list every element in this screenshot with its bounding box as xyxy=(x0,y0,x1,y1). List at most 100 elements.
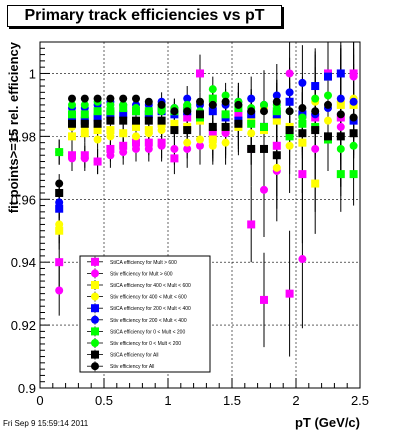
data-point-circle xyxy=(132,144,140,153)
data-point-square xyxy=(55,204,64,213)
data-point-square xyxy=(55,226,64,235)
data-point-circle xyxy=(106,151,115,160)
data-point-circle xyxy=(132,94,140,103)
data-point-square xyxy=(247,119,256,128)
y-tick-label: 1 xyxy=(29,66,36,81)
legend-marker-square xyxy=(91,281,99,289)
x-tick-label: 2.5 xyxy=(351,393,369,408)
data-point-square xyxy=(119,110,128,119)
data-point-square xyxy=(80,119,89,128)
x-tick-label: 0.5 xyxy=(95,393,113,408)
y-tick-label: 0.98 xyxy=(11,129,36,144)
data-point-circle xyxy=(183,107,192,116)
chart-title: Primary track efficiencies vs pT xyxy=(24,7,265,24)
data-point-circle xyxy=(260,100,268,109)
data-point-circle xyxy=(80,94,89,103)
legend: StiCA efficiency for Mult > 600 Stiv effi… xyxy=(79,255,211,373)
data-point-square xyxy=(260,144,268,153)
data-point-circle xyxy=(183,100,192,109)
data-point-circle xyxy=(298,78,307,87)
data-point-square xyxy=(208,122,217,131)
data-point-square xyxy=(196,110,204,119)
data-point-circle xyxy=(55,198,64,207)
data-point-circle xyxy=(170,144,179,153)
data-point-circle xyxy=(247,107,256,116)
data-point-circle xyxy=(68,154,76,163)
data-point-square xyxy=(208,129,217,138)
legend-entry: Stiv efficiency for All xyxy=(110,364,154,370)
data-point-square xyxy=(298,129,307,138)
data-point-circle xyxy=(157,107,166,116)
data-point-circle xyxy=(349,72,358,81)
data-point-square xyxy=(93,113,102,122)
plot-frame xyxy=(39,41,361,389)
data-point-square xyxy=(272,107,281,116)
title-box: Primary track efficiencies vs pT xyxy=(7,5,282,27)
data-point-circle xyxy=(285,69,294,78)
timestamp-footer: Fri Sep 9 15:59:14 2011 xyxy=(3,419,89,428)
data-point-square xyxy=(349,170,358,179)
data-point-square xyxy=(144,138,153,147)
data-point-circle xyxy=(157,141,166,150)
data-point-square xyxy=(55,258,64,267)
data-point-circle xyxy=(324,100,332,109)
data-point-square xyxy=(170,126,179,135)
data-point-circle xyxy=(324,91,332,100)
data-point-circle xyxy=(208,85,217,94)
data-point-square xyxy=(106,107,115,116)
data-point-circle xyxy=(349,97,358,106)
data-point-square xyxy=(311,126,320,135)
data-point-circle xyxy=(196,135,204,144)
data-point-circle xyxy=(349,113,358,122)
axis-ticks xyxy=(39,41,361,389)
legend-marker-square xyxy=(91,327,99,336)
data-point-square xyxy=(285,97,294,106)
data-point-circle xyxy=(234,100,243,109)
data-point-circle xyxy=(183,144,192,153)
legend-entry: Stiv efficiency for 200 < Mult < 400 xyxy=(110,318,187,324)
data-point-circle xyxy=(336,122,345,131)
data-point-circle xyxy=(196,141,204,150)
data-point-circle xyxy=(311,144,320,153)
data-point-circle xyxy=(298,138,307,147)
legend-marker-square xyxy=(91,304,99,313)
data-point-circle xyxy=(349,141,358,150)
y-tick-label: 0.94 xyxy=(11,255,36,270)
data-point-circle xyxy=(144,107,153,116)
data-point-circle xyxy=(106,132,115,141)
data-point-circle xyxy=(93,94,102,103)
data-point-circle xyxy=(170,107,179,116)
data-point-square xyxy=(106,144,115,153)
data-point-square xyxy=(272,116,281,125)
y-tick-label: 0.96 xyxy=(11,192,36,207)
legend-entry: Stiv efficiency for 400 < Mult < 600 xyxy=(110,295,187,301)
data-point-circle xyxy=(144,144,153,153)
data-point-square xyxy=(285,289,294,298)
data-point-square xyxy=(170,154,179,163)
data-point-circle xyxy=(183,138,192,147)
data-point-square xyxy=(80,129,89,138)
data-point-square xyxy=(93,107,102,116)
y-tick-label: 0.9 xyxy=(18,381,36,396)
data-point-square xyxy=(272,151,281,160)
x-tick-label: 1 xyxy=(164,393,171,408)
data-point-circle xyxy=(55,286,64,295)
data-point-circle xyxy=(260,107,268,116)
y-axis-title: fit points>=15 rel. efficiency xyxy=(6,41,21,213)
data-point-square xyxy=(234,119,243,128)
data-point-square xyxy=(68,119,76,128)
data-point-square xyxy=(132,116,140,125)
legend-box xyxy=(79,255,211,373)
legend-entry: StiCA efficiency for All xyxy=(110,353,159,359)
data-point-circle xyxy=(272,163,281,172)
legend-marker-circle xyxy=(91,292,99,301)
data-point-circle xyxy=(247,129,256,138)
data-point-circle xyxy=(55,148,64,157)
data-point-square xyxy=(208,135,217,144)
data-point-circle xyxy=(221,91,230,100)
data-point-square xyxy=(106,126,115,135)
legend-entry: Stiv efficiency for 0 < Mult < 200 xyxy=(110,341,181,347)
data-point-circle xyxy=(272,91,281,100)
data-point-circle xyxy=(119,148,128,157)
